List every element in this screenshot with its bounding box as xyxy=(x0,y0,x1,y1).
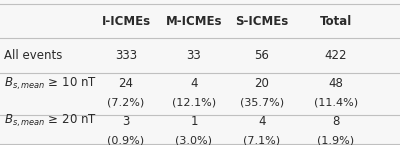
Text: I-ICMEs: I-ICMEs xyxy=(102,14,150,28)
Text: 422: 422 xyxy=(325,49,347,62)
Text: 4: 4 xyxy=(258,115,266,128)
Text: M-ICMEs: M-ICMEs xyxy=(166,14,222,28)
Text: 33: 33 xyxy=(187,49,201,62)
Text: Total: Total xyxy=(320,14,352,28)
Text: (1.9%): (1.9%) xyxy=(318,136,354,145)
Text: 4: 4 xyxy=(190,77,198,90)
Text: (11.4%): (11.4%) xyxy=(314,98,358,108)
Text: (0.9%): (0.9%) xyxy=(108,136,144,145)
Text: 48: 48 xyxy=(328,77,344,90)
Text: (35.7%): (35.7%) xyxy=(240,98,284,108)
Text: S-ICMEs: S-ICMEs xyxy=(235,14,289,28)
Text: 333: 333 xyxy=(115,49,137,62)
Text: 8: 8 xyxy=(332,115,340,128)
Text: 56: 56 xyxy=(254,49,270,62)
Text: (12.1%): (12.1%) xyxy=(172,98,216,108)
Text: 20: 20 xyxy=(254,77,270,90)
Text: (7.2%): (7.2%) xyxy=(107,98,145,108)
Text: 3: 3 xyxy=(122,115,130,128)
Text: $B_{s,\mathit{mean}}$ ≥ 10 nT: $B_{s,\mathit{mean}}$ ≥ 10 nT xyxy=(4,75,97,92)
Text: (3.0%): (3.0%) xyxy=(176,136,212,145)
Text: $B_{s,\mathit{mean}}$ ≥ 20 nT: $B_{s,\mathit{mean}}$ ≥ 20 nT xyxy=(4,113,97,129)
Text: 1: 1 xyxy=(190,115,198,128)
Text: (7.1%): (7.1%) xyxy=(244,136,280,145)
Text: 24: 24 xyxy=(118,77,134,90)
Text: All events: All events xyxy=(4,49,62,62)
